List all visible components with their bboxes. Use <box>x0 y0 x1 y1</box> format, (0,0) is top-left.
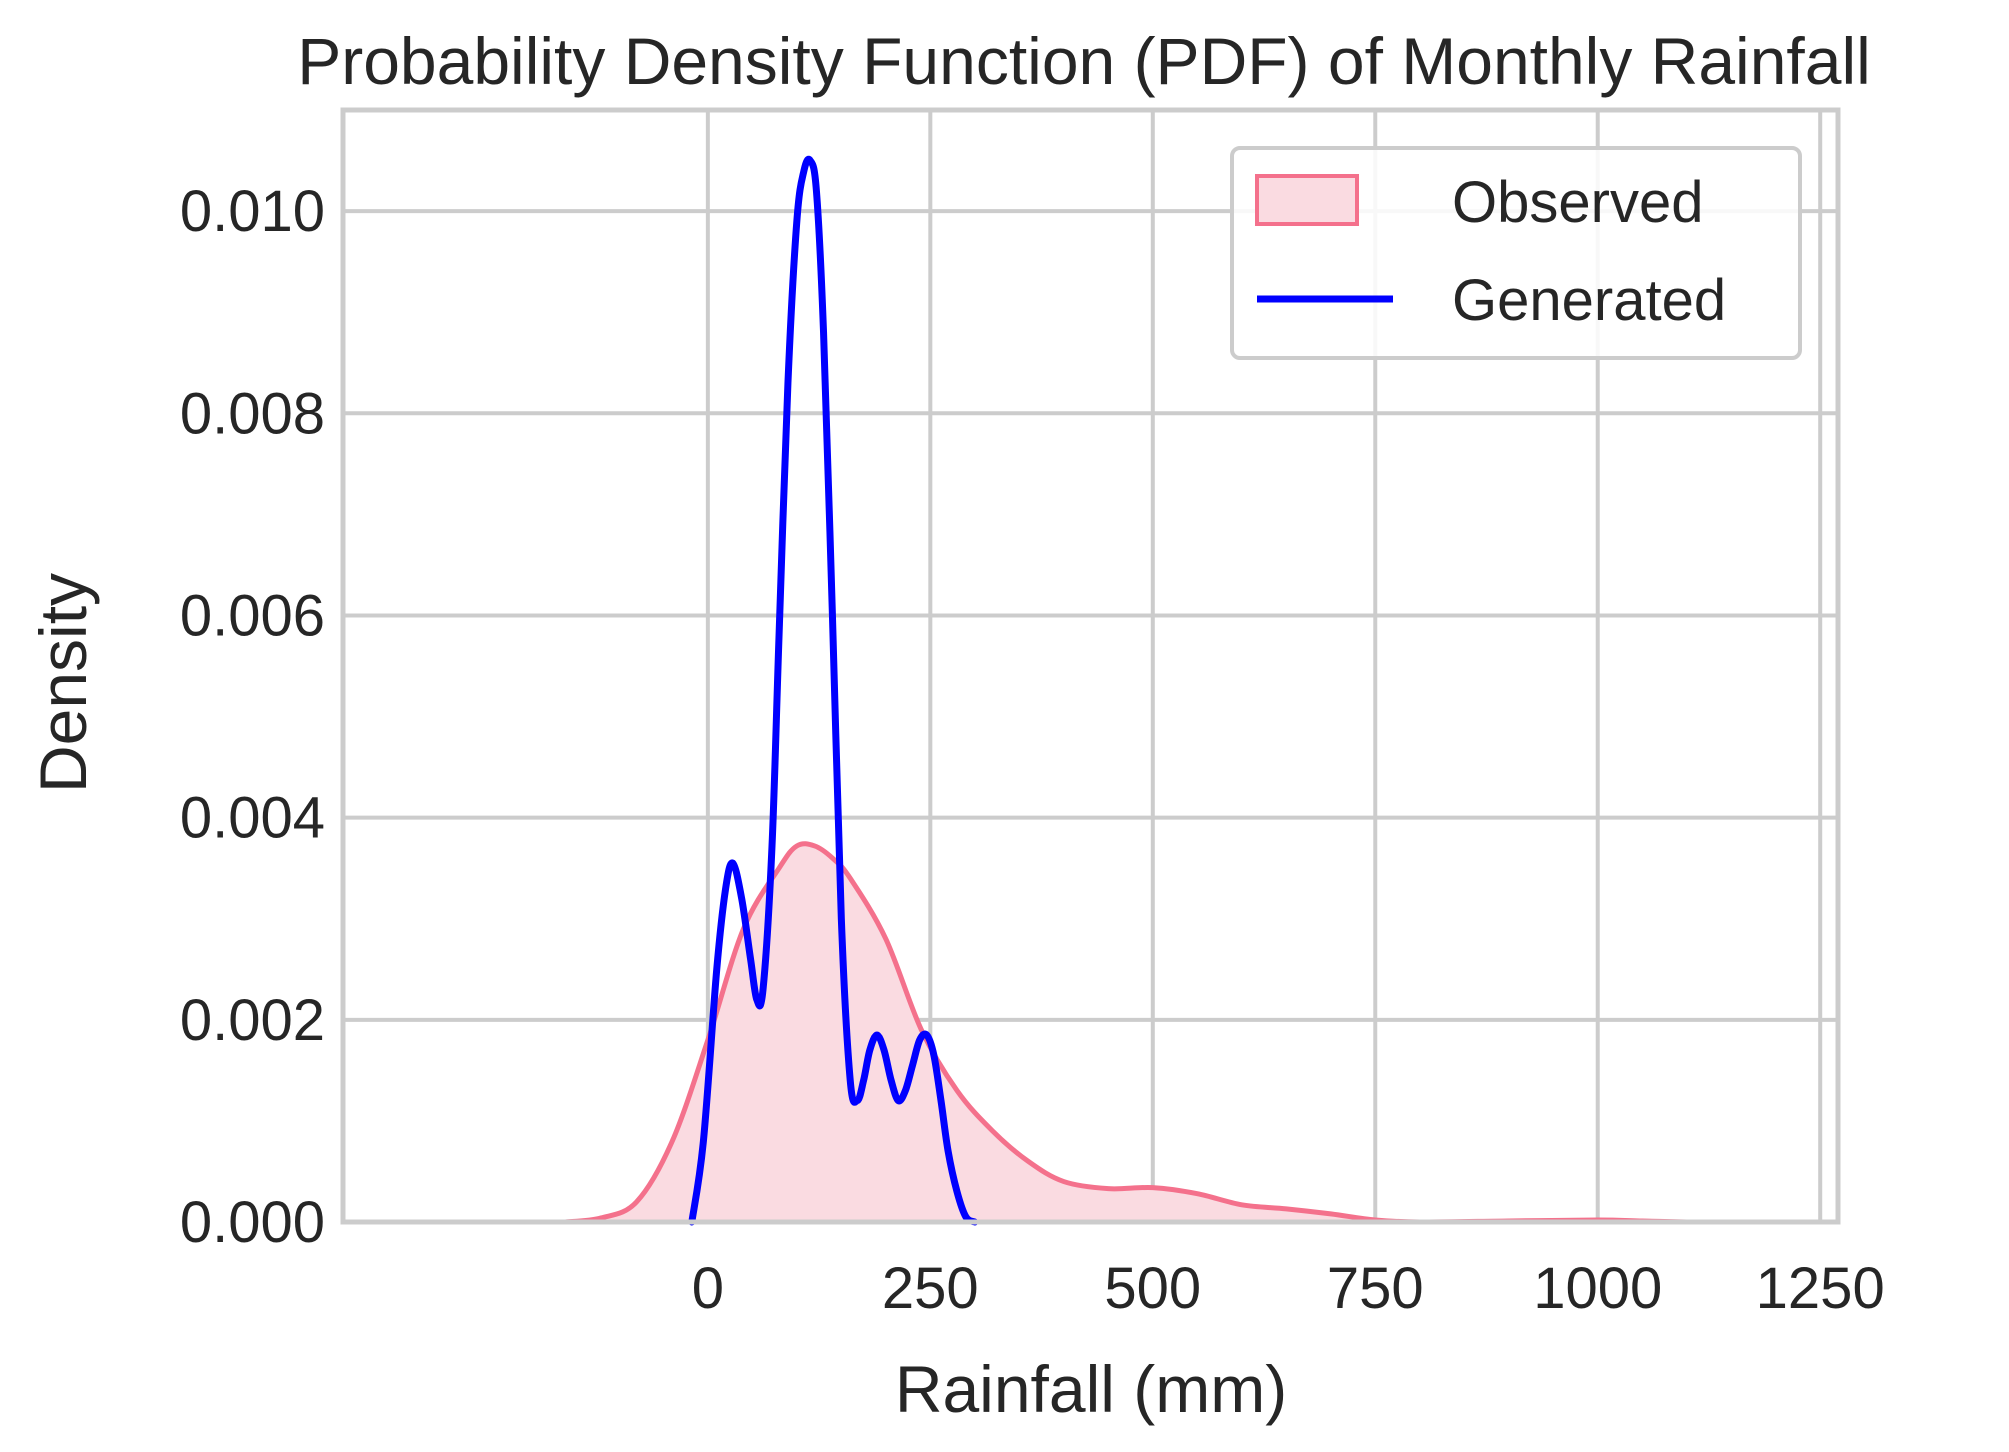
x-tick-label: 0 <box>692 1256 724 1321</box>
y-tick-label: 0.002 <box>180 988 325 1053</box>
x-tick-label: 1250 <box>1756 1256 1885 1321</box>
grid-lines <box>343 110 1838 1224</box>
generated-line <box>688 155 979 1226</box>
y-tick-label: 0.010 <box>180 179 325 244</box>
x-tick-label: 750 <box>1327 1256 1424 1321</box>
y-axis-title: Density <box>26 573 100 793</box>
x-tick-label: 1000 <box>1533 1256 1662 1321</box>
x-axis-title: Rainfall (mm) <box>895 1352 1287 1426</box>
legend-box <box>1230 146 1802 360</box>
chart-title: Probability Density Function (PDF) of Mo… <box>297 24 1871 98</box>
legend-label-generated: Generated <box>1452 268 1726 333</box>
x-tick-label: 500 <box>1104 1256 1201 1321</box>
y-tick-label: 0.000 <box>180 1190 325 1255</box>
legend: Observed Generated <box>1230 146 1802 360</box>
legend-swatch-observed <box>1255 174 1359 226</box>
axes-frame <box>340 107 1841 1225</box>
axes-border <box>340 107 1841 1225</box>
legend-label-observed: Observed <box>1452 170 1703 235</box>
tick-labels: 0 250 500 750 1000 1250 0.000 0.002 0.004 0.006 0.… <box>180 179 1885 1321</box>
y-tick-label: 0.008 <box>180 381 325 446</box>
observed-area <box>565 843 1687 1223</box>
y-tick-label: 0.006 <box>180 583 325 648</box>
x-tick-label: 250 <box>882 1256 979 1321</box>
y-tick-label: 0.004 <box>180 786 325 851</box>
